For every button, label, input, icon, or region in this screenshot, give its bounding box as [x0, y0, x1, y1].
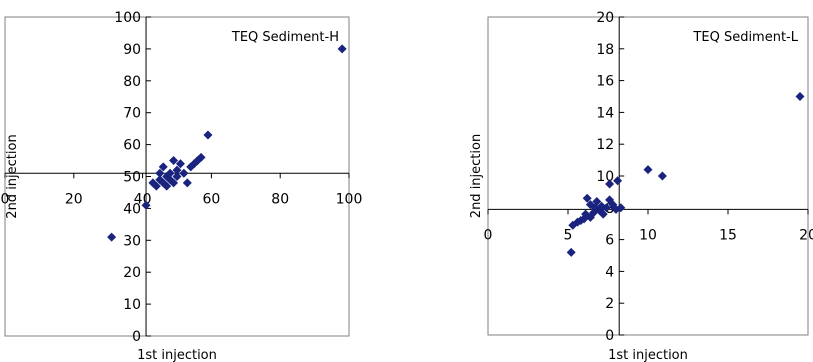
y-tick-label: 10 [123, 297, 141, 313]
y-tick-label: 20 [596, 10, 614, 26]
y-tick-label: 90 [123, 42, 141, 58]
data-point [203, 130, 213, 140]
y-tick-label: 20 [123, 265, 141, 281]
y-tick-label: 60 [123, 138, 141, 154]
data-point [657, 171, 667, 181]
x-tick-label: 0 [484, 227, 493, 243]
data-point [795, 92, 805, 101]
x-tick-label: 60 [202, 191, 220, 207]
y-tick-label: 70 [123, 106, 141, 122]
x-tick-label: 20 [65, 191, 83, 207]
data-point [582, 193, 592, 203]
y-tick-label: 40 [123, 201, 141, 217]
x-axis-label: 1st injection [137, 348, 217, 362]
x-tick-label: 100 [336, 191, 363, 207]
chart-2: 0246810121416182005101520TEQ Sediment-L1… [469, 10, 813, 362]
data-point [337, 44, 347, 54]
data-point [169, 178, 179, 188]
y-tick-label: 2 [605, 296, 614, 312]
data-point [592, 196, 602, 206]
data-point [613, 176, 623, 186]
data-point [165, 168, 175, 178]
y-tick-label: 14 [596, 105, 614, 121]
x-tick-label: 0 [1, 191, 10, 207]
data-point [616, 203, 626, 213]
data-point [601, 203, 611, 213]
y-tick-label: 6 [605, 233, 614, 249]
x-tick-label: 80 [271, 191, 289, 207]
data-point [566, 247, 576, 257]
y-tick-label: 100 [114, 10, 141, 26]
data-point [141, 200, 151, 210]
data-point [151, 181, 161, 191]
y-tick-label: 18 [596, 42, 614, 58]
data-point [162, 181, 172, 191]
data-point [182, 178, 192, 188]
data-point [172, 165, 182, 175]
y-tick-label: 0 [605, 328, 614, 344]
data-point [598, 209, 608, 219]
y-tick-label: 12 [596, 137, 614, 153]
x-axis-label: 1st injection [608, 348, 688, 362]
data-point [172, 172, 182, 181]
chart-title: TEQ Sediment-H [231, 30, 339, 45]
y-axis-label: 2nd injection [5, 134, 20, 218]
x-tick-label: 20 [799, 227, 813, 243]
data-point [605, 179, 615, 189]
data-point [158, 162, 168, 172]
data-point [107, 232, 117, 242]
x-tick-label: 10 [639, 227, 657, 243]
data-point [196, 152, 206, 162]
y-tick-label: 30 [123, 233, 141, 249]
data-point [175, 159, 185, 169]
chart-title: TEQ Sediment-L [692, 30, 798, 45]
y-tick-label: 80 [123, 74, 141, 90]
y-tick-label: 16 [596, 74, 614, 90]
plot-frame [487, 16, 809, 336]
y-tick-label: 4 [605, 264, 614, 280]
y-axis-label: 2nd injection [469, 134, 484, 218]
y-tick-label: 0 [132, 329, 141, 345]
data-point [169, 156, 179, 166]
data-point [155, 168, 165, 178]
x-tick-label: 5 [564, 227, 573, 243]
x-tick-label: 15 [719, 227, 737, 243]
data-point [179, 168, 189, 178]
data-point [643, 165, 653, 175]
y-tick-label: 50 [123, 170, 141, 186]
